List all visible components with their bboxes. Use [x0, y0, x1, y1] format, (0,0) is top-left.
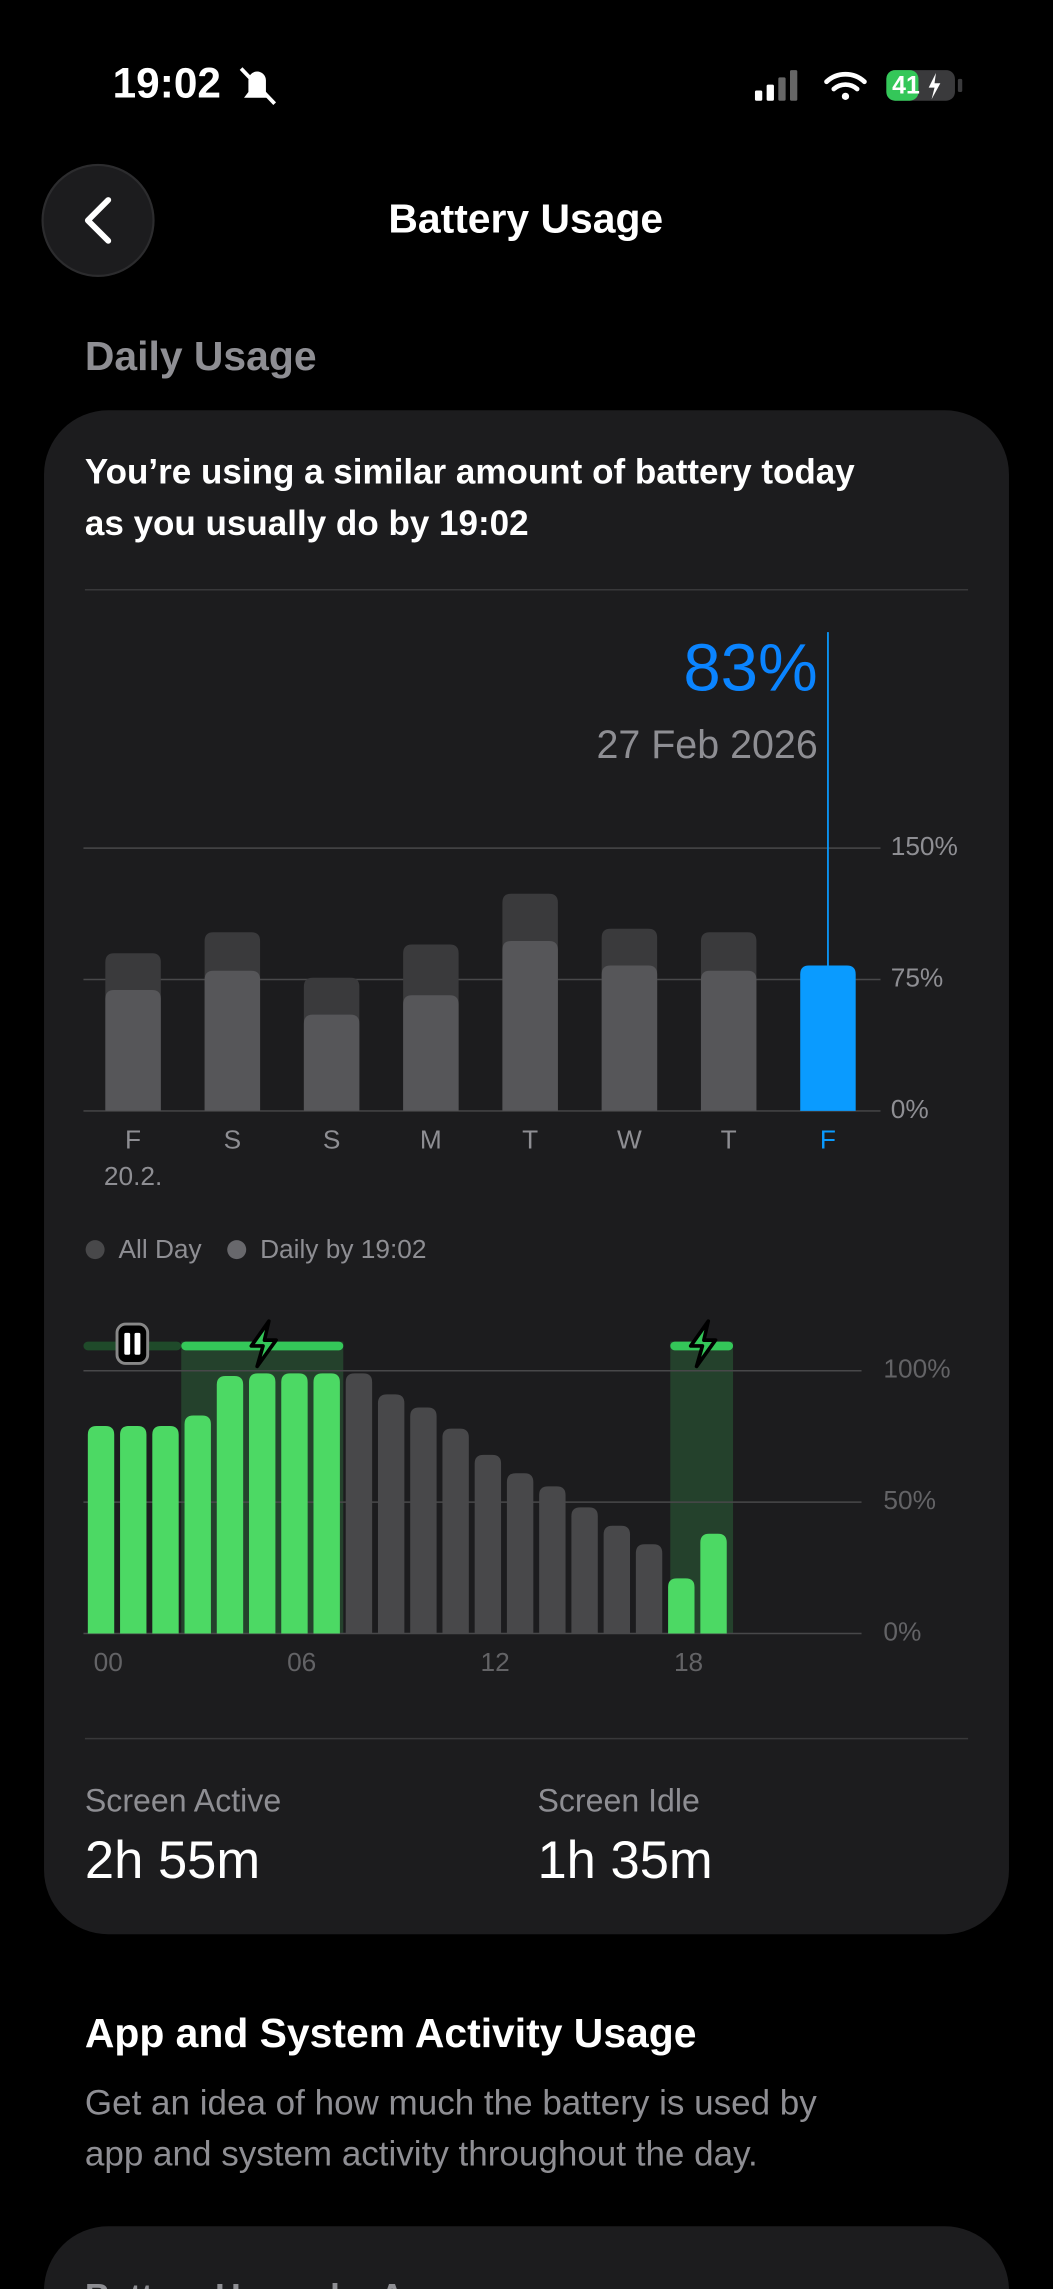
- hourly-chart: 0% 50% 100% 00 06 12 18: [83, 1354, 951, 1677]
- stat-value: 2h 55m: [85, 1831, 260, 1890]
- x-tick-label: 06: [287, 1647, 316, 1677]
- y-tick-label: 50%: [883, 1485, 936, 1515]
- x-tick-label: 18: [674, 1647, 703, 1677]
- x-tick-label: T: [522, 1125, 538, 1155]
- bar: [539, 1486, 566, 1634]
- bar: [700, 970, 757, 1111]
- summary-line: You’re using a similar amount of battery…: [85, 453, 855, 492]
- summary-line: as you usually do by 19:02: [85, 504, 529, 543]
- wifi-icon: [824, 71, 867, 100]
- bar: [800, 965, 856, 1111]
- stat-label: Screen Active: [85, 1782, 281, 1818]
- legend: All Day Daily by 19:02: [85, 1234, 427, 1264]
- x-tick-label: 12: [481, 1647, 510, 1677]
- legend-swatch: [227, 1240, 247, 1260]
- activity-title: App and System Activity Usage: [85, 2010, 697, 2056]
- bar: [152, 1425, 179, 1634]
- bar: [184, 1415, 211, 1634]
- bar: [105, 990, 161, 1111]
- bar: [216, 1376, 244, 1634]
- bar: [345, 1373, 373, 1634]
- bar: [442, 1428, 469, 1634]
- stat-value: 1h 35m: [537, 1831, 712, 1890]
- x-tick-label: S: [224, 1125, 242, 1155]
- bar: [204, 970, 261, 1111]
- signal-icon: [754, 70, 798, 101]
- section-title: Daily Usage: [85, 333, 317, 379]
- callout-date: 27 Feb 2026: [596, 723, 817, 767]
- bar: [313, 1373, 340, 1634]
- x-tick-label: S: [323, 1125, 341, 1155]
- legend-label: All Day: [118, 1234, 202, 1264]
- silent-icon: [239, 67, 277, 105]
- bar: [601, 965, 658, 1111]
- usage-card: [44, 410, 1009, 1935]
- y-tick-label: 0%: [891, 1094, 929, 1124]
- bar: [403, 995, 459, 1111]
- y-tick-label: 75%: [891, 962, 944, 992]
- bar: [281, 1373, 308, 1634]
- bar: [506, 1473, 534, 1634]
- x-tick-label: T: [721, 1125, 737, 1155]
- activity-description: Get an idea of how much the battery is u…: [85, 2083, 817, 2122]
- bar: [571, 1507, 598, 1634]
- battery-icon: 41: [886, 70, 963, 101]
- bar: [700, 1533, 727, 1634]
- bar: [668, 1578, 695, 1634]
- battery-level: 41: [892, 72, 920, 99]
- status-time: 19:02: [113, 59, 221, 106]
- app-usage-card: [44, 2226, 1009, 2289]
- y-tick-label: 150%: [891, 831, 958, 861]
- back-button[interactable]: [41, 163, 155, 278]
- bar: [502, 941, 558, 1111]
- x-tick-label: M: [420, 1125, 442, 1155]
- x-tick-label: 00: [94, 1647, 123, 1677]
- x-tick-label: F: [125, 1125, 141, 1155]
- bar: [603, 1525, 631, 1634]
- x-tick-label: F: [820, 1125, 836, 1155]
- page-title: Battery Usage: [388, 196, 663, 242]
- stat-label: Screen Idle: [537, 1782, 699, 1818]
- bar: [377, 1394, 405, 1634]
- x-tick-label: W: [617, 1125, 642, 1155]
- bar: [635, 1544, 663, 1634]
- callout-value: 83%: [683, 631, 817, 706]
- app-usage-title: Battery Usage by App: [85, 2277, 448, 2289]
- legend-label: Daily by 19:02: [260, 1234, 426, 1264]
- bar: [87, 1425, 115, 1634]
- y-tick-label: 100%: [883, 1354, 950, 1384]
- bar: [249, 1373, 276, 1634]
- x-tick-sublabel: 20.2.: [104, 1161, 162, 1191]
- daily-chart: 0% 75% 150% F 20.2. S S M T W T F: [83, 632, 958, 1191]
- activity-description: app and system activity throughout the d…: [85, 2134, 758, 2173]
- legend-swatch: [85, 1240, 105, 1260]
- bar: [120, 1425, 147, 1634]
- bar: [303, 1014, 360, 1111]
- bar: [474, 1454, 502, 1634]
- y-tick-label: 0%: [883, 1616, 921, 1646]
- bar: [410, 1407, 437, 1634]
